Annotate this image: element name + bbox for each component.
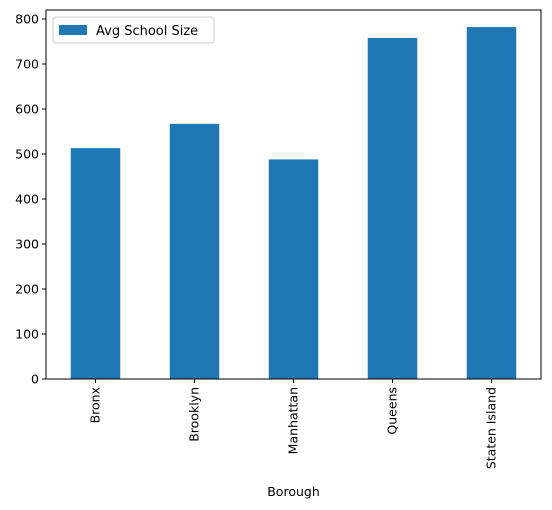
y-tick-label: 400: [15, 192, 39, 207]
legend: Avg School Size: [52, 16, 215, 44]
bar-staten-island: [466, 27, 517, 379]
bar-bronx: [70, 148, 121, 379]
bar-manhattan: [268, 159, 319, 379]
y-tick-label: 600: [15, 102, 39, 117]
legend-box: [52, 16, 215, 44]
bar-queens: [367, 37, 418, 380]
x-tick-label: Bronx: [88, 387, 103, 423]
x-tick-label: Manhattan: [286, 387, 301, 454]
x-tick-label: Brooklyn: [187, 387, 202, 442]
y-tick-label: 800: [15, 12, 39, 27]
x-tick-label: Staten Island: [484, 387, 499, 469]
bars-group: [70, 27, 517, 380]
y-tick-label: 500: [15, 147, 39, 162]
x-axis-title: Borough: [267, 484, 320, 499]
y-tick-label: 700: [15, 57, 39, 72]
x-tick-label: Queens: [385, 387, 400, 435]
y-tick-label: 100: [15, 327, 39, 342]
y-tick-label: 0: [31, 372, 39, 387]
legend-label: Avg School Size: [96, 24, 198, 39]
legend-swatch: [59, 25, 87, 35]
axes-group: 0 100 200 300 400 500 600 700 800 Bronx Brooklyn Ma…: [15, 9, 542, 469]
y-tick-label: 200: [15, 282, 39, 297]
bar-brooklyn: [169, 123, 220, 379]
y-tick-label: 300: [15, 237, 39, 252]
